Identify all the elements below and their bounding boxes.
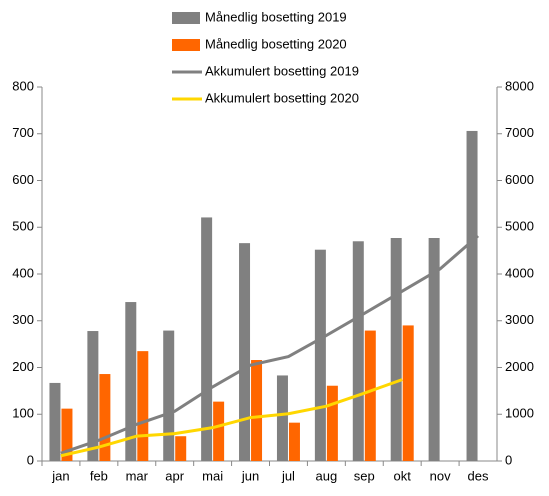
x-tick-label: sep <box>354 468 375 483</box>
bar <box>49 382 61 461</box>
line <box>60 378 403 458</box>
bar <box>390 238 402 461</box>
x-tick-label: nov <box>430 468 451 483</box>
legend-label: Akkumulert bosetting 2020 <box>205 90 359 105</box>
bar <box>99 374 111 461</box>
y2-tick-label: 0 <box>505 452 512 467</box>
x-tick-label: mai <box>202 468 223 483</box>
y-tick-label: 700 <box>12 125 34 140</box>
bar <box>364 330 376 461</box>
x-tick-label: okt <box>394 468 412 483</box>
y2-tick-label: 2000 <box>505 359 534 374</box>
legend-swatch <box>172 39 200 51</box>
y2-tick-label: 1000 <box>505 406 534 421</box>
bar <box>352 241 364 461</box>
x-tick-label: feb <box>90 468 108 483</box>
bar <box>213 401 225 461</box>
x-tick-label: jul <box>281 468 295 483</box>
y2-tick-label: 5000 <box>505 219 534 234</box>
x-tick-label: jun <box>241 468 259 483</box>
y2-tick-label: 8000 <box>505 78 534 93</box>
bar <box>251 360 263 461</box>
y-tick-label: 200 <box>12 359 34 374</box>
y2-tick-label: 4000 <box>505 265 534 280</box>
y-tick-label: 0 <box>27 452 34 467</box>
y-tick-label: 800 <box>12 78 34 93</box>
y-tick-label: 500 <box>12 219 34 234</box>
y2-tick-label: 6000 <box>505 172 534 187</box>
line <box>60 234 480 455</box>
legend-label: Månedlig bosetting 2020 <box>205 36 347 51</box>
y-tick-label: 300 <box>12 312 34 327</box>
legend-label: Månedlig bosetting 2019 <box>205 9 347 24</box>
x-tick-label: aug <box>316 468 338 483</box>
bar <box>61 408 73 461</box>
bar <box>175 436 187 461</box>
y-tick-label: 100 <box>12 406 34 421</box>
x-tick-label: des <box>468 468 489 483</box>
bar <box>137 351 149 461</box>
bar <box>201 217 213 461</box>
bar <box>314 249 326 461</box>
legend-swatch <box>172 12 200 24</box>
y-tick-label: 600 <box>12 172 34 187</box>
bar <box>276 375 288 461</box>
y-tick-label: 400 <box>12 265 34 280</box>
bar <box>402 325 414 461</box>
bar <box>163 330 175 461</box>
bar <box>428 238 440 461</box>
bar <box>125 302 137 461</box>
bar <box>466 130 478 461</box>
legend-label: Akkumulert bosetting 2019 <box>205 63 359 78</box>
bar <box>87 331 99 461</box>
y2-tick-label: 3000 <box>505 312 534 327</box>
x-tick-label: apr <box>165 468 184 483</box>
bar <box>326 385 338 461</box>
bar <box>239 243 251 461</box>
y2-tick-label: 7000 <box>505 125 534 140</box>
bar <box>288 422 300 461</box>
x-tick-label: jan <box>51 468 69 483</box>
x-tick-label: mar <box>126 468 149 483</box>
